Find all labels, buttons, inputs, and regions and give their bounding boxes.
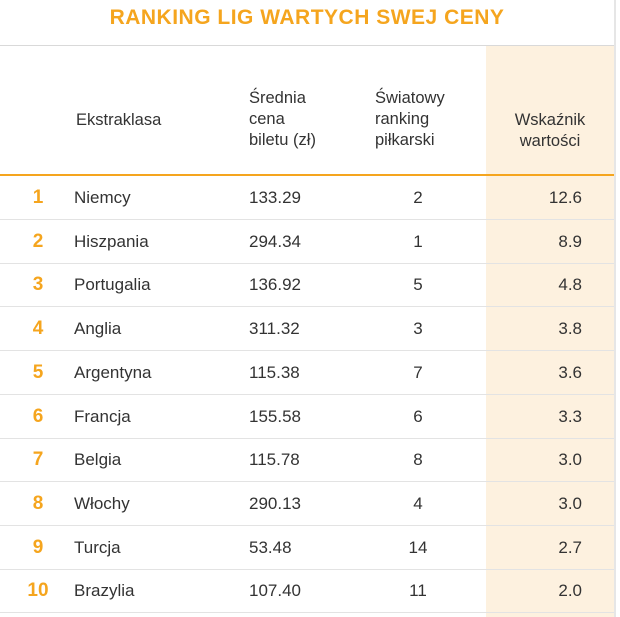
table-row: 10 Brazylia 107.40 11 2.0 [0, 569, 614, 614]
value-index: 8.9 [558, 231, 582, 251]
row-divider [0, 612, 614, 614]
header-value-line: wartości [519, 132, 581, 150]
table-row: 6 Francja 155.58 6 3.3 [0, 395, 614, 439]
world-ranking: 1 [413, 231, 423, 251]
rank-number: 6 [32, 405, 44, 427]
world-ranking: 4 [413, 493, 423, 513]
league-name: Francja [74, 406, 131, 426]
row-divider [0, 481, 614, 483]
row-divider [0, 262, 614, 264]
table-row: 5 Argentyna 115.38 7 3.6 [0, 351, 614, 395]
table-row: 9 Turcja 53.48 14 2.7 [0, 526, 614, 570]
rank-number: 4 [32, 318, 44, 340]
value-index: 3.0 [558, 450, 582, 470]
value-index: 2.7 [558, 537, 582, 557]
rank-number: 9 [32, 536, 44, 558]
value-index: 3.3 [558, 406, 582, 426]
league-name: Anglia [74, 319, 122, 339]
row-divider [0, 306, 614, 308]
ticket-price: 136.92 [249, 275, 301, 295]
ticket-price: 53.48 [249, 537, 292, 557]
rank-number: 3 [32, 274, 44, 296]
world-ranking: 3 [413, 319, 423, 339]
league-name: Belgia [74, 450, 122, 470]
header-value-index: Wskaźnik wartości [486, 110, 614, 152]
header-ranking-line: ranking [375, 110, 430, 128]
world-ranking: 14 [408, 537, 428, 557]
table-row: 2 Hiszpania 294.34 1 8.9 [0, 220, 614, 264]
value-index: 3.8 [558, 319, 582, 339]
header-price-line: cena [249, 110, 285, 128]
ticket-price: 290.13 [249, 493, 301, 513]
header-price-line: Średnia [249, 89, 306, 107]
header-ranking-line: Światowy [375, 89, 445, 107]
value-index: 12.6 [548, 188, 582, 207]
value-index: 3.0 [558, 493, 582, 513]
right-border [614, 0, 616, 617]
table-row: 4 Anglia 311.32 3 3.8 [0, 307, 614, 352]
header-ranking-line: piłkarski [375, 131, 435, 149]
value-index: 3.6 [558, 362, 582, 382]
header-price-line: biletu (zł) [249, 131, 316, 149]
header-price: Średnia cena biletu (zł) [249, 88, 316, 151]
row-divider [0, 568, 614, 570]
ticket-price: 155.58 [249, 406, 301, 426]
league-name: Turcja [74, 537, 121, 557]
world-ranking: 2 [413, 188, 423, 207]
value-column-highlight [486, 46, 614, 617]
row-divider [0, 350, 614, 352]
table-row: 8 Włochy 290.13 4 3.0 [0, 482, 614, 526]
value-index: 2.0 [558, 581, 582, 601]
header-world-ranking: Światowy ranking piłkarski [375, 88, 445, 151]
rank-number: 5 [32, 361, 44, 383]
ticket-price: 107.40 [249, 581, 301, 601]
ticket-price: 115.38 [249, 362, 300, 382]
world-ranking: 11 [409, 581, 427, 601]
title-divider [0, 45, 614, 46]
rank-number: 1 [32, 187, 44, 208]
rank-number: 7 [32, 449, 44, 471]
league-name: Niemcy [74, 188, 131, 207]
ticket-price: 311.32 [249, 319, 300, 339]
league-name: Włochy [74, 493, 130, 513]
rank-number: 8 [32, 492, 44, 514]
league-name: Hiszpania [74, 231, 149, 251]
world-ranking: 8 [413, 450, 423, 470]
world-ranking: 6 [413, 406, 423, 426]
rank-number: 2 [32, 230, 44, 252]
league-name: Portugalia [74, 275, 151, 295]
table-row: 7 Belgia 115.78 8 3.0 [0, 438, 614, 483]
ticket-price: 133.29 [249, 188, 301, 207]
row-divider [0, 437, 614, 439]
table-row: 3 Portugalia 136.92 5 4.8 [0, 263, 614, 308]
world-ranking: 7 [413, 362, 423, 382]
row-divider [0, 393, 614, 395]
world-ranking: 5 [413, 275, 423, 295]
ticket-price: 115.78 [249, 450, 300, 470]
row-divider [0, 219, 614, 220]
table-title: RANKING LIG WARTYCH SWEJ CENY [109, 6, 505, 29]
row-divider [0, 524, 614, 526]
header-value-line: Wskaźnik [514, 111, 586, 129]
header-divider [0, 174, 614, 176]
value-index: 4.8 [558, 275, 582, 295]
header-league: Ekstraklasa [76, 111, 162, 129]
league-name: Argentyna [74, 362, 152, 382]
league-name: Brazylia [74, 581, 135, 601]
ticket-price: 294.34 [249, 231, 301, 251]
table-row: 1 Niemcy 133.29 2 12.6 [0, 176, 614, 220]
rank-number: 10 [27, 580, 49, 602]
